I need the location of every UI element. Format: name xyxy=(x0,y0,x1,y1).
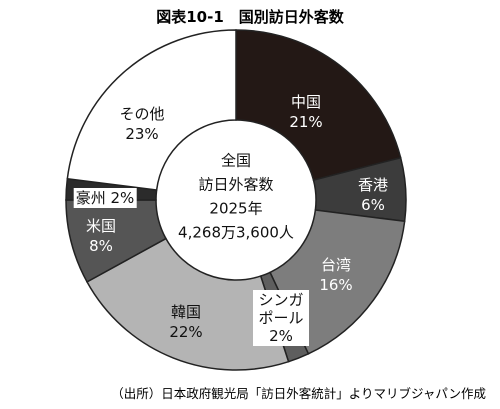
value-label: 8% xyxy=(89,237,113,255)
category-name: 中国 xyxy=(290,93,321,111)
value-label: 16% xyxy=(319,276,353,294)
value-label: 22% xyxy=(169,323,203,341)
segment-label: 台湾 16% xyxy=(306,255,366,295)
center-text: 4,268万3,600人 xyxy=(178,224,294,242)
center-text: 2025年 xyxy=(209,200,262,218)
segment-label: シンガポール 2% xyxy=(253,290,309,346)
segment-label: 米国 8% xyxy=(71,216,131,256)
category-name: 豪州 xyxy=(75,189,106,207)
category-name: その他 xyxy=(119,105,165,123)
segment-label: その他 23% xyxy=(107,104,177,144)
value-label: 23% xyxy=(125,125,159,143)
donut-segment xyxy=(66,29,237,191)
category-name: 米国 xyxy=(85,217,116,235)
source-note: （出所）日本政府観光局「訪日外客統計」よりマリブジャパン作成 xyxy=(111,386,486,401)
value-label: 2% xyxy=(110,189,135,207)
segment-label: 韓国 22% xyxy=(156,302,216,342)
category-name: 台湾 xyxy=(320,256,351,274)
chart-title: 図表10-1 国別訪日外客数 xyxy=(156,8,344,26)
category-name: 香港 xyxy=(357,176,388,194)
segment-label: 豪州 2% xyxy=(73,188,137,208)
segment-label: 中国 21% xyxy=(276,92,336,132)
category-name: 韓国 xyxy=(170,303,201,321)
center-text: 全国 xyxy=(221,152,251,170)
value-label: 2% xyxy=(269,327,293,345)
value-label: 6% xyxy=(361,196,385,214)
value-label: 21% xyxy=(289,113,323,131)
center-text: 訪日外客数 xyxy=(198,176,273,194)
category-name: シンガポール xyxy=(258,291,304,327)
donut-segment xyxy=(235,29,402,182)
donut-segment xyxy=(86,237,290,371)
segment-label: 香港 6% xyxy=(343,175,403,215)
